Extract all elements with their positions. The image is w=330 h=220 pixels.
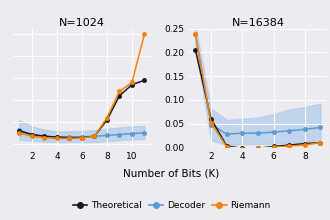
Text: Number of Bits (K): Number of Bits (K) bbox=[123, 168, 220, 178]
Legend: Theoretical, Decoder, Riemann: Theoretical, Decoder, Riemann bbox=[69, 197, 274, 213]
Title: N=1024: N=1024 bbox=[59, 18, 105, 28]
Title: N=16384: N=16384 bbox=[231, 18, 284, 28]
